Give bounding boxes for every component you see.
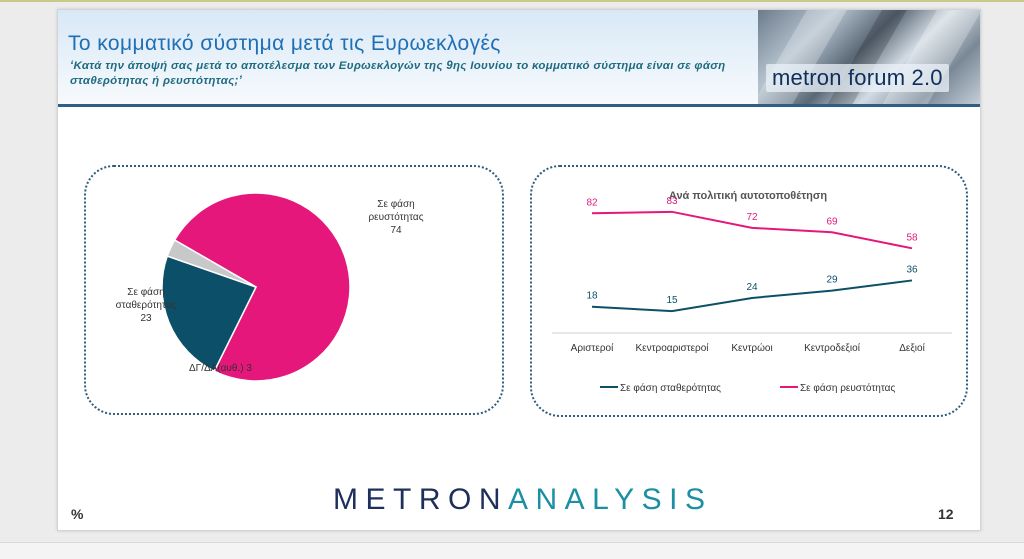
metron-forum-banner: metron forum 2.0 — [758, 10, 980, 107]
series-line-1 — [591, 210, 913, 250]
metron-analysis-logo: METRONANALYSIS — [333, 483, 713, 517]
x-tick-label: Κεντρώοι — [731, 342, 772, 354]
data-label-series-0: 36 — [906, 264, 918, 275]
pie-label-fluidity: Σε φάση ρευστότητας 74 — [368, 198, 423, 236]
data-label-series-1: 69 — [826, 216, 838, 227]
page-number: 12 — [938, 506, 954, 522]
x-tick-label: Δεξιοί — [899, 342, 925, 354]
data-label-series-0: 24 — [746, 282, 758, 293]
line-chart-title: Ανά πολιτική αυτοτοποθέτηση — [669, 190, 827, 202]
data-label-series-1: 58 — [906, 232, 918, 243]
pie-slice-dk — [166, 238, 257, 288]
pie-chart: Σε φάση ρευστότητας 74 Σε φάση σταθερότητας 2… — [116, 192, 424, 382]
data-label-series-1: 82 — [586, 197, 598, 208]
percent-note: % — [71, 506, 84, 522]
x-tick-label: Κεντροαριστεροί — [635, 342, 709, 354]
data-label-series-0: 15 — [666, 295, 678, 306]
slide-title: Το κομματικό σύστημα μετά τις Ευρωεκλογέ… — [68, 32, 501, 55]
pie-label-stability: Σε φάση σταθερότητας 23 — [116, 286, 177, 324]
data-label-series-0: 29 — [826, 275, 838, 286]
data-label-series-1: 72 — [746, 212, 758, 223]
pie-slice-fluidity — [173, 192, 351, 382]
x-tick-label: Αριστεροί — [571, 342, 614, 354]
brand-label: metron forum 2.0 — [766, 64, 949, 92]
pie-chart-panel: Σε φάση ρευστότητας 74 Σε φάση σταθερότητας 2… — [84, 165, 504, 415]
slide-header: Το κομματικό σύστημα μετά τις Ευρωεκλογέ… — [58, 10, 758, 107]
slide-subtitle: ‘Κατά την άποψή σας μετά το αποτέλεσμα τ… — [70, 60, 726, 87]
line-chart-panel: Ανά πολιτική αυτοτοποθέτηση Αριστεροί Κεντ… — [530, 165, 968, 417]
line-chart: Ανά πολιτική αυτοτοποθέτηση Αριστεροί Κεντ… — [552, 190, 952, 394]
slide: Το κομματικό σύστημα μετά τις Ευρωεκλογέ… — [57, 9, 981, 531]
pie-slice-stability — [161, 255, 258, 373]
logo-part-metron: METRON — [333, 483, 508, 516]
pie-label-dk: ΔΓ/ΔΑ(αυθ.) 3 — [189, 363, 252, 374]
data-label-series-0: 18 — [586, 291, 598, 302]
legend-label-0: Σε φάση σταθερότητας — [620, 382, 721, 394]
data-label-series-1: 83 — [666, 196, 678, 207]
bottom-bar — [0, 542, 1024, 559]
logo-part-analysis: ANALYSIS — [508, 483, 713, 516]
x-tick-label: Κεντροδεξιοί — [804, 342, 861, 354]
legend-label-1: Σε φάση ρευστότητας — [800, 382, 895, 394]
top-divider — [0, 0, 1024, 2]
series-line-0 — [591, 279, 913, 313]
